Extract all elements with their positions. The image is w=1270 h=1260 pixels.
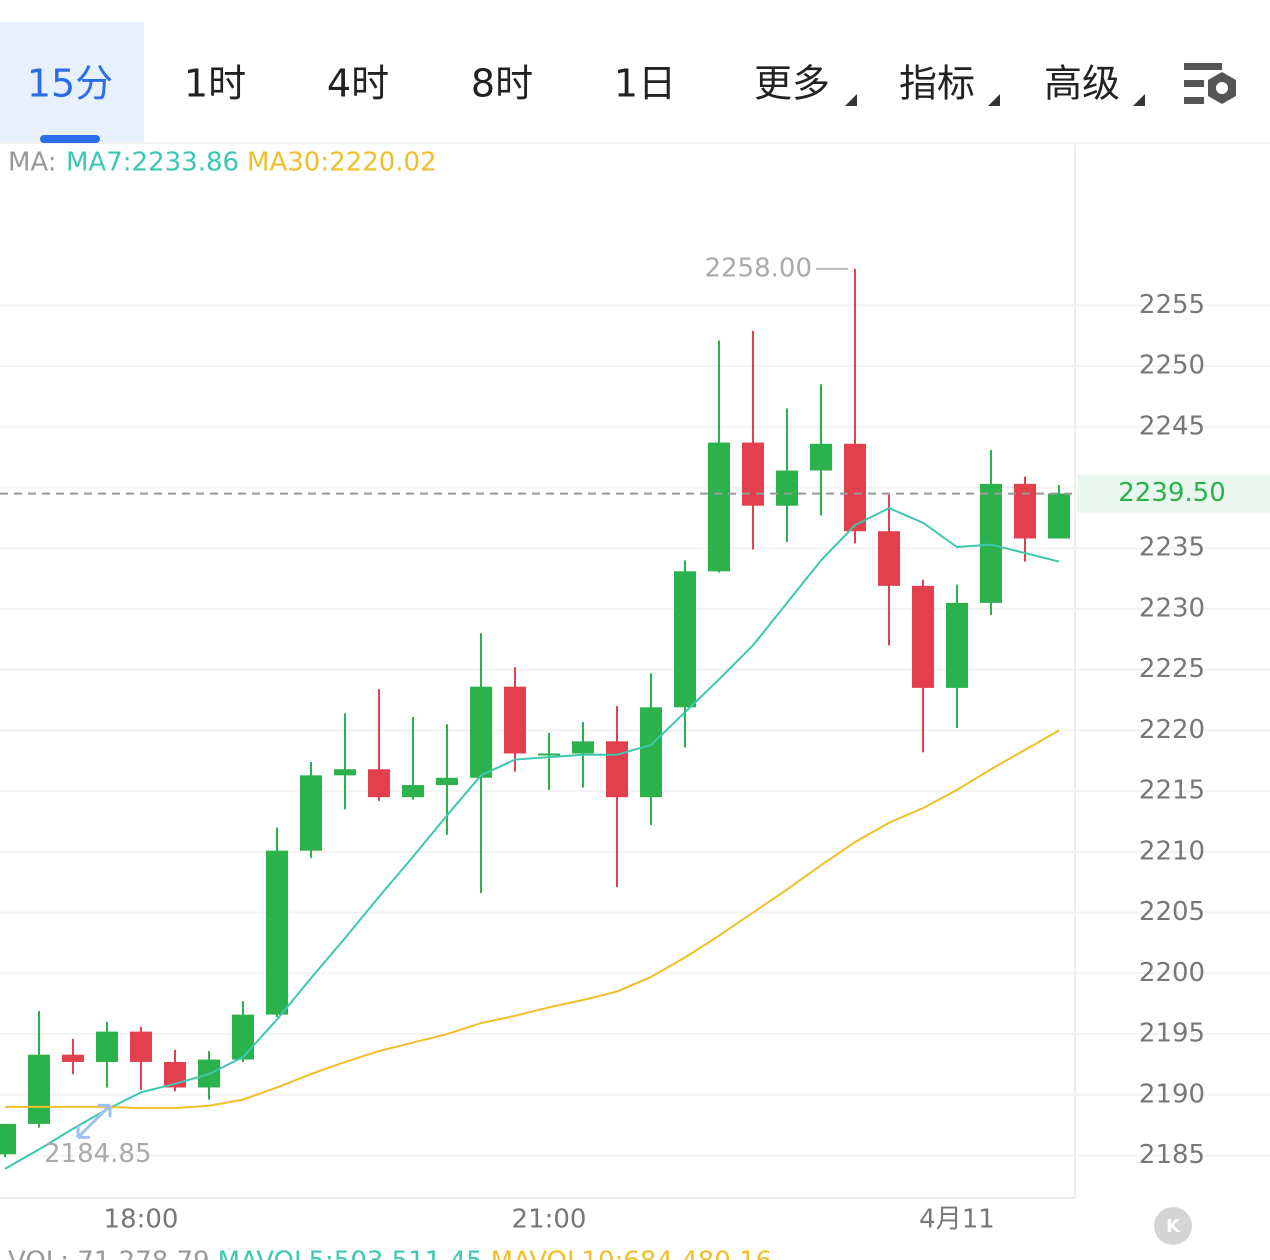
y-tick-label: 2195 [1139, 1019, 1205, 1049]
tab[interactable]: 1时 [184, 62, 246, 106]
tab[interactable]: 更多 [754, 62, 830, 106]
high-annotation-label: 2258.00 [704, 253, 812, 283]
legend-entry: MA7:2233.86 [66, 148, 239, 178]
tab[interactable]: 8时 [471, 62, 533, 106]
candle-body [368, 769, 390, 798]
candle-body [436, 777, 458, 786]
candle-body [470, 686, 492, 778]
candle-body [674, 571, 696, 708]
candle-body [776, 470, 798, 506]
candle-body [164, 1061, 186, 1088]
candle-body [266, 850, 288, 1015]
ma-legend-prefix: MA: [8, 148, 57, 178]
y-tick-label: 2250 [1139, 351, 1205, 381]
y-tick-label: 2185 [1139, 1140, 1205, 1170]
candle-body [96, 1031, 118, 1062]
dropdown-triangle [845, 94, 857, 106]
low-annotation-label: 2184.85 [44, 1139, 152, 1169]
y-tick-label: 2205 [1139, 897, 1205, 927]
active-tab-bg [0, 22, 144, 142]
volume-legend: VOL: 71,278.79 [8, 1247, 210, 1260]
candle-body [62, 1054, 84, 1062]
candle-body [810, 443, 832, 471]
tab[interactable]: 高级 [1044, 62, 1120, 106]
candle-body [504, 686, 526, 754]
candle-body [538, 753, 560, 756]
candle-body [334, 769, 356, 776]
y-tick-label: 2225 [1139, 654, 1205, 684]
y-tick-label: 2245 [1139, 411, 1205, 441]
tab[interactable]: 指标 [899, 62, 975, 106]
candle-body [1048, 493, 1070, 539]
current-price-label: 2239.50 [1118, 478, 1226, 508]
volume-legend: MAVOL5:503,511.45 [218, 1247, 483, 1260]
candle-body [0, 1123, 16, 1155]
candle-body [980, 483, 1002, 603]
candle-body [640, 707, 662, 798]
y-tick-label: 2220 [1139, 715, 1205, 745]
legend-entry: MA30:2220.02 [247, 148, 437, 178]
x-tick-label: 4月11 [919, 1205, 995, 1235]
candle-body [300, 775, 322, 851]
candle-body [878, 531, 900, 586]
scroll-back-button[interactable]: K [1154, 1207, 1192, 1245]
active-tab-indicator [40, 135, 100, 143]
ma-line [4, 507, 1060, 1170]
y-tick-label: 2230 [1139, 593, 1205, 623]
y-tick-label: 2200 [1139, 958, 1205, 988]
candle-body [606, 741, 628, 798]
candle-body [572, 741, 594, 754]
y-tick-label: 2235 [1139, 533, 1205, 563]
x-tick-label: 21:00 [512, 1205, 587, 1235]
candle-body [912, 585, 934, 688]
candle-body [402, 785, 424, 798]
candle-body [946, 602, 968, 688]
y-tick-label: 2210 [1139, 836, 1205, 866]
tab[interactable]: 1日 [614, 62, 676, 106]
low-annotation-arrow [76, 1103, 112, 1139]
candle-body [130, 1031, 152, 1062]
candle-body [1014, 483, 1036, 539]
volume-legend: MAVOL10:684,480.16 [491, 1247, 773, 1260]
candle-body [844, 443, 866, 532]
y-tick-label: 2190 [1139, 1079, 1205, 1109]
tab[interactable]: 15分 [27, 62, 113, 106]
svg-text:K: K [1166, 1216, 1181, 1237]
current-price-bg [1077, 474, 1270, 513]
plot-area [0, 268, 1070, 1170]
dropdown-triangle [1133, 94, 1145, 106]
dropdown-triangle [988, 94, 1000, 106]
ma-line [5, 729, 1060, 1110]
candle-body [742, 442, 764, 506]
x-tick-label: 18:00 [104, 1205, 179, 1235]
candle-body [708, 442, 730, 572]
candle-body [232, 1014, 254, 1060]
tab[interactable]: 4时 [327, 62, 389, 106]
y-tick-label: 2255 [1139, 290, 1205, 320]
settings-icon[interactable] [1184, 63, 1236, 104]
candle-body [28, 1054, 50, 1124]
y-tick-label: 2215 [1139, 776, 1205, 806]
